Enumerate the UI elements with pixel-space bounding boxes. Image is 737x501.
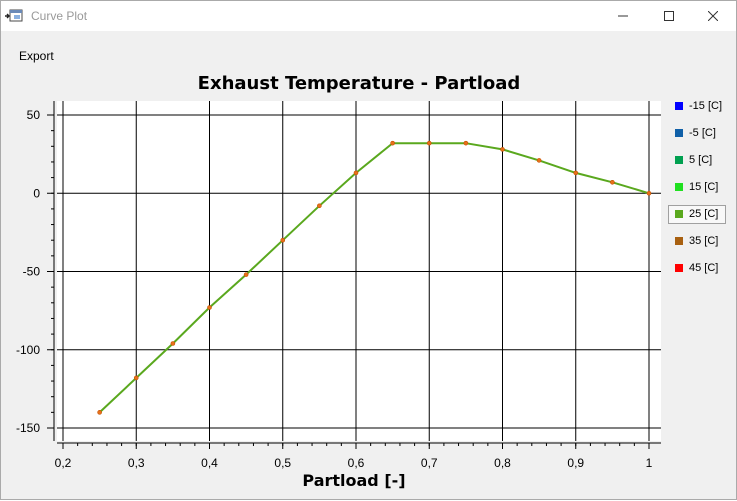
data-point	[243, 272, 249, 277]
legend-swatch	[675, 210, 683, 218]
data-point	[133, 375, 139, 381]
x-tick-label: 0,3	[128, 456, 145, 470]
legend-label: 45 [C]	[689, 262, 719, 274]
legend-label: 15 [C]	[689, 181, 719, 193]
data-point	[207, 305, 212, 310]
data-point	[536, 158, 542, 163]
x-tick-label: 0,2	[55, 456, 72, 470]
data-point	[390, 140, 395, 146]
legend-item[interactable]: 5 [C]	[668, 151, 726, 170]
menu-bar: Export	[1, 31, 736, 77]
maximize-button[interactable]	[646, 1, 692, 31]
legend-item[interactable]: 15 [C]	[668, 178, 726, 197]
y-tick-label: -50	[23, 265, 41, 279]
data-point	[573, 170, 579, 176]
minimize-button[interactable]	[600, 1, 646, 31]
data-point	[646, 190, 652, 196]
minimize-icon	[618, 15, 628, 17]
y-tick-label: 0	[33, 186, 40, 200]
close-icon	[708, 11, 718, 21]
legend-label: 35 [C]	[689, 235, 719, 247]
app-window-icon	[5, 9, 23, 23]
x-tick-label: 0,8	[494, 456, 511, 470]
x-tick-label: 0,7	[421, 456, 438, 470]
menu-export[interactable]: Export	[19, 49, 54, 63]
legend-item[interactable]: -5 [C]	[668, 124, 726, 143]
x-tick-label: 0,4	[201, 456, 218, 470]
maximize-icon	[664, 11, 674, 21]
data-point	[170, 341, 176, 346]
data-point	[353, 170, 359, 176]
x-tick-label: 0,6	[348, 456, 365, 470]
data-point	[97, 410, 102, 415]
legend: -15 [C] -5 [C] 5 [C] 15 [C] 25 [C] 35 [C…	[668, 97, 726, 286]
data-point	[317, 203, 322, 209]
legend-swatch	[675, 183, 683, 191]
legend-label: 5 [C]	[689, 154, 713, 166]
data-point	[426, 140, 432, 146]
legend-item[interactable]: 35 [C]	[668, 232, 726, 251]
series-line	[98, 142, 650, 414]
y-tick-label: -100	[16, 343, 40, 357]
legend-swatch	[675, 237, 683, 245]
window-title: Curve Plot	[31, 9, 88, 23]
legend-item[interactable]: -15 [C]	[668, 97, 726, 116]
legend-label: -15 [C]	[689, 100, 723, 112]
legend-swatch	[675, 156, 683, 164]
legend-label: -5 [C]	[689, 127, 716, 139]
legend-swatch	[675, 102, 683, 110]
x-tick-label: 1	[646, 456, 653, 470]
legend-swatch	[675, 264, 683, 272]
x-axis-title: Partload [-]	[302, 471, 406, 490]
legend-swatch	[675, 129, 683, 137]
legend-item[interactable]: 25 [C]	[668, 205, 726, 224]
title-bar[interactable]: Curve Plot	[1, 1, 736, 31]
data-point	[280, 237, 286, 243]
data-point	[610, 179, 615, 185]
x-tick-label: 0,5	[274, 456, 291, 470]
data-point	[500, 147, 505, 152]
legend-item[interactable]: 45 [C]	[668, 259, 726, 278]
x-tick-label: 0,9	[567, 456, 584, 470]
y-tick-label: 50	[27, 108, 41, 122]
close-button[interactable]	[690, 1, 736, 31]
data-point	[463, 140, 469, 146]
y-tick-label: -150	[16, 421, 40, 435]
chart-title: Exhaust Temperature - Partload	[197, 73, 521, 94]
legend-label: 25 [C]	[689, 208, 719, 220]
